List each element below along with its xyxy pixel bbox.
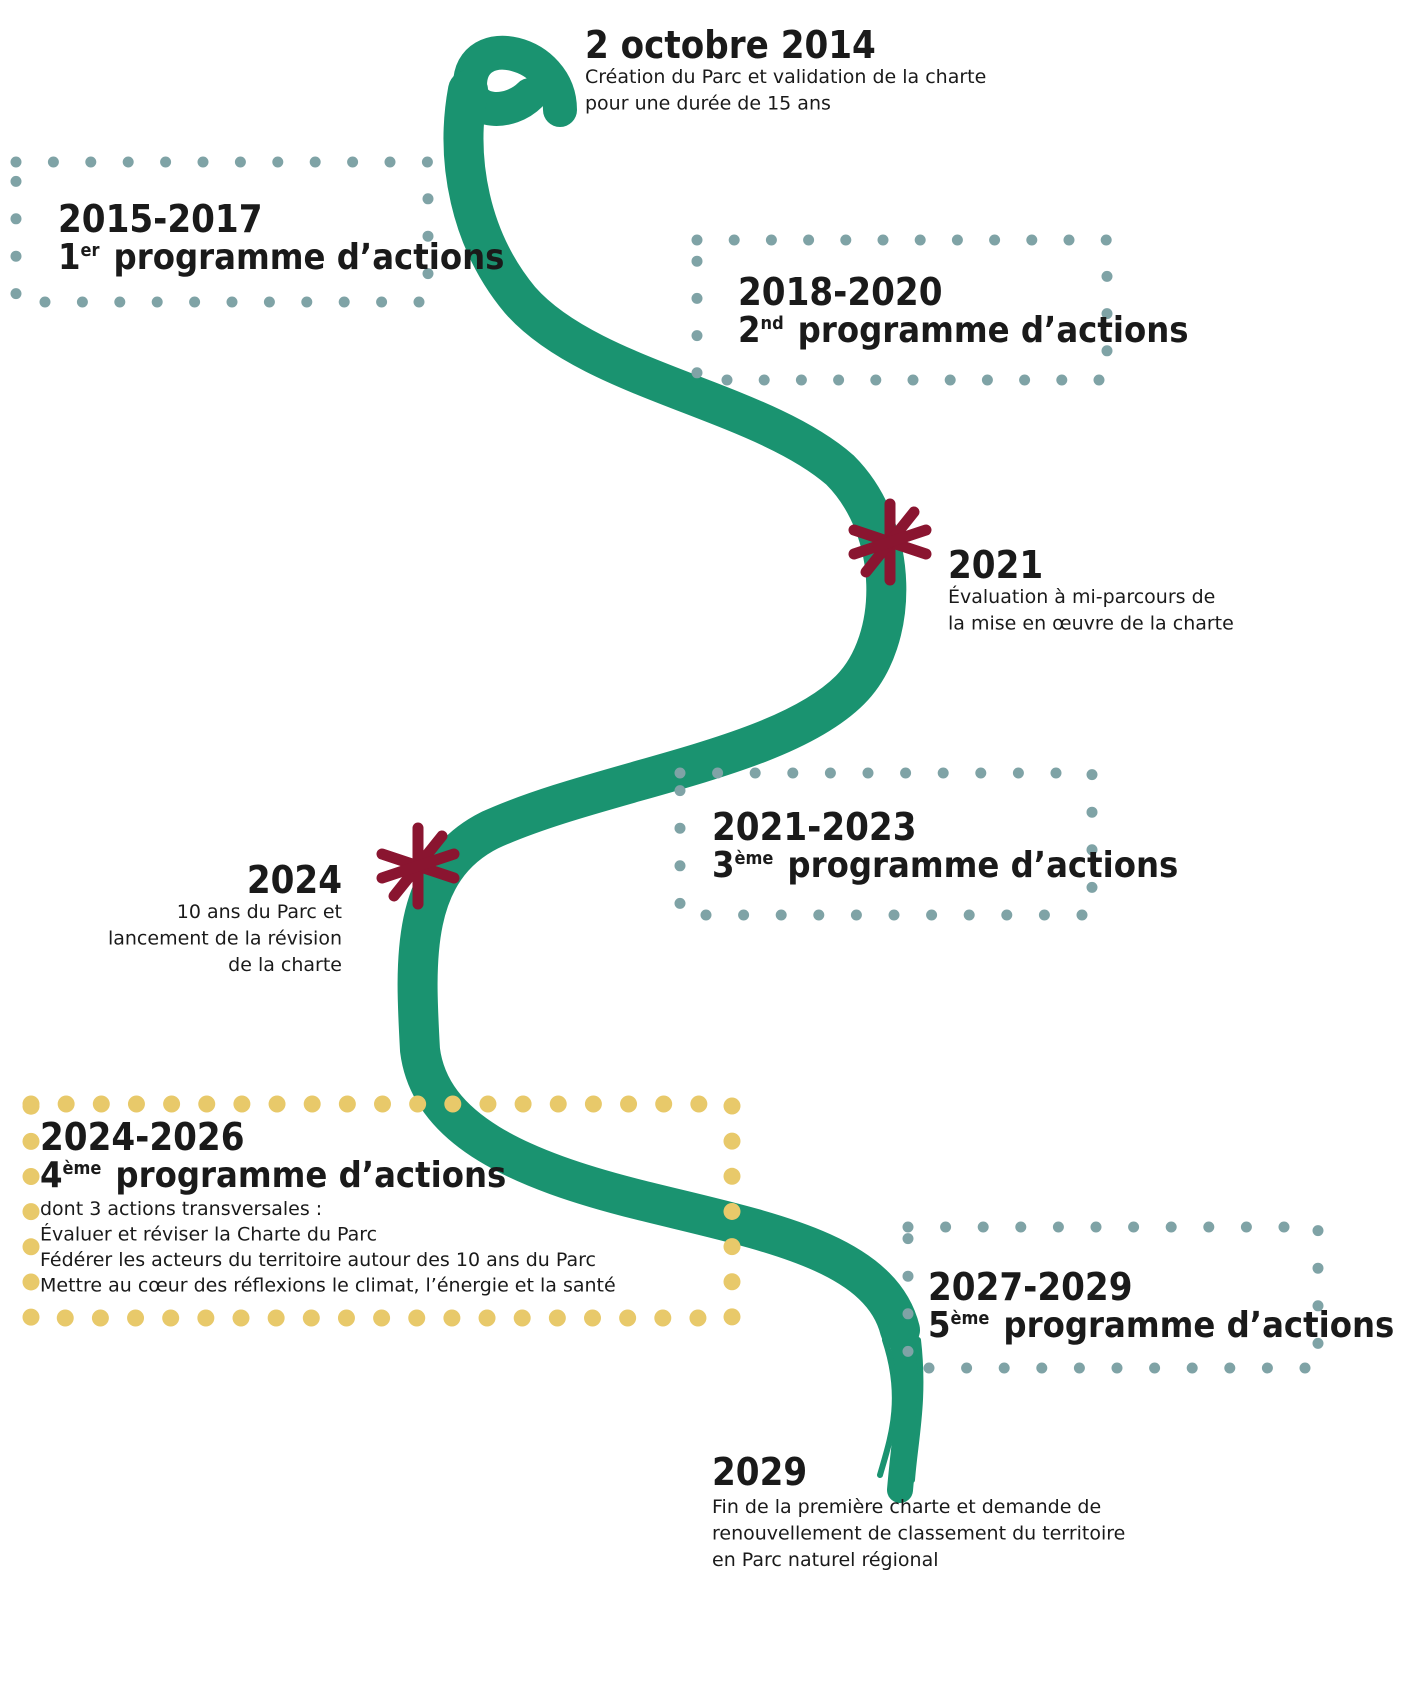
programme-years: 2018-2020 (738, 270, 943, 314)
programme-detail: Évaluer et réviser la Charte du Parc (40, 1223, 377, 1246)
event-description: Création du Parc et validation de la cha… (585, 66, 986, 88)
programme-title: 2nd programme d’actions (738, 310, 1189, 351)
event-description: en Parc naturel régional (712, 1549, 939, 1571)
page: 2 octobre 2014Création du Parc et valida… (0, 0, 1423, 1685)
programme-title: 1er programme d’actions (58, 237, 504, 278)
event-title: 2021 (948, 543, 1043, 587)
event-description: 10 ans du Parc et (177, 901, 342, 923)
programme-label: programme d’actions (114, 237, 505, 278)
programme-label: programme d’actions (798, 310, 1189, 351)
event-title: 2029 (712, 1450, 807, 1494)
event-description: lancement de la révision (108, 928, 342, 950)
event-title: 2024 (247, 858, 342, 902)
programme-suffix: nd (761, 313, 784, 334)
programme-title: 4ème programme d’actions (40, 1155, 506, 1196)
programme-suffix: ème (735, 848, 774, 869)
event-description: Fin de la première charte et demande de (712, 1496, 1101, 1518)
event-description: Évaluation à mi-parcours de (948, 585, 1215, 608)
timeline: 2 octobre 2014Création du Parc et valida… (0, 0, 1423, 1685)
programme-number: 1 (58, 237, 81, 278)
programme-number: 2 (738, 310, 761, 351)
programme-years: 2027-2029 (928, 1265, 1133, 1309)
programme-suffix: ème (63, 1158, 102, 1179)
programme-title: 3ème programme d’actions (712, 845, 1178, 886)
programme-years: 2021-2023 (712, 805, 917, 849)
programme-detail: dont 3 actions transversales : (40, 1198, 322, 1220)
event-description: pour une durée de 15 ans (585, 93, 831, 115)
programme-years: 2024-2026 (40, 1115, 245, 1159)
programme-title: 5ème programme d’actions (928, 1305, 1394, 1346)
programme-suffix: er (81, 240, 100, 261)
programme-number: 5 (928, 1305, 951, 1346)
programme-years: 2015-2017 (58, 197, 263, 241)
programme-label: programme d’actions (115, 1155, 506, 1196)
programme-detail: Fédérer les acteurs du territoire autour… (40, 1249, 596, 1271)
event-description: de la charte (228, 954, 342, 976)
programme-number: 4 (40, 1155, 63, 1196)
programme-detail: Mettre au cœur des réflexions le climat,… (40, 1275, 616, 1297)
programme-label: programme d’actions (787, 845, 1178, 886)
programme-suffix: ème (951, 1308, 990, 1329)
event-description: la mise en œuvre de la charte (948, 613, 1234, 635)
programme-label: programme d’actions (1003, 1305, 1394, 1346)
event-description: renouvellement de classement du territoi… (712, 1523, 1125, 1545)
programme-number: 3 (712, 845, 735, 886)
event-title: 2 octobre 2014 (585, 23, 876, 67)
